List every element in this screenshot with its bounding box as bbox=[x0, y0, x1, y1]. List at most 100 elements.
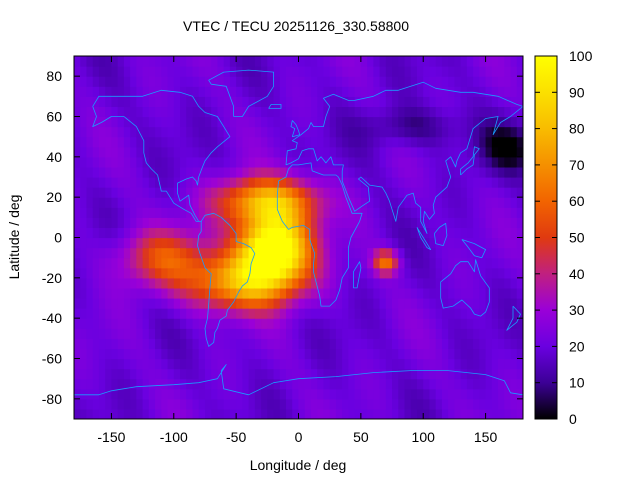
heat-cell bbox=[155, 267, 162, 279]
heat-cell bbox=[236, 398, 243, 410]
heat-cell bbox=[223, 146, 231, 158]
heat-cell bbox=[423, 257, 431, 269]
heat-cell bbox=[441, 257, 449, 269]
heat-cell bbox=[111, 277, 119, 289]
heat-cell bbox=[204, 277, 212, 289]
heat-cell bbox=[155, 247, 162, 259]
heat-cell bbox=[473, 318, 480, 329]
heat-cell bbox=[123, 207, 131, 218]
heat-cell bbox=[392, 388, 399, 400]
heat-cell bbox=[410, 287, 418, 299]
heat-cell bbox=[448, 96, 456, 108]
heat-cell bbox=[379, 298, 387, 309]
heat-cell bbox=[242, 298, 250, 309]
heat-cell bbox=[310, 398, 318, 410]
heat-cell bbox=[242, 267, 250, 279]
heat-cell bbox=[429, 338, 437, 350]
heat-cell bbox=[329, 106, 337, 118]
heat-cell bbox=[261, 207, 268, 218]
heat-cell bbox=[342, 368, 349, 380]
heat-cell bbox=[298, 398, 306, 410]
heat-cell bbox=[92, 126, 100, 138]
heat-cell bbox=[473, 267, 480, 279]
heat-cell bbox=[167, 187, 175, 198]
heat-cell bbox=[429, 318, 437, 329]
heat-cell bbox=[516, 358, 523, 370]
heat-cell bbox=[416, 378, 424, 390]
heat-cell bbox=[74, 197, 81, 208]
heat-cell bbox=[479, 318, 487, 329]
heat-cell bbox=[292, 106, 300, 118]
heat-cell bbox=[211, 408, 219, 419]
heat-cell bbox=[466, 298, 474, 309]
heat-cell bbox=[80, 267, 88, 279]
heat-cell bbox=[286, 247, 293, 259]
heat-cell bbox=[142, 197, 150, 208]
heat-cell bbox=[367, 177, 374, 188]
heat-cell bbox=[173, 96, 181, 108]
heat-cell bbox=[335, 86, 343, 97]
heat-cell bbox=[98, 166, 106, 178]
heat-cell bbox=[267, 398, 275, 410]
heat-cell bbox=[510, 177, 518, 188]
heat-cell bbox=[161, 398, 169, 410]
heat-cell bbox=[105, 166, 113, 178]
heat-cell bbox=[410, 277, 418, 289]
heat-cell bbox=[323, 86, 331, 97]
heat-cell bbox=[130, 277, 137, 289]
heat-cell bbox=[498, 398, 505, 410]
heat-cell bbox=[335, 56, 343, 67]
heat-cell bbox=[373, 227, 381, 239]
heat-cell bbox=[223, 106, 231, 118]
heat-cell bbox=[491, 146, 499, 158]
heat-cell bbox=[454, 318, 462, 329]
heat-cell bbox=[317, 277, 325, 289]
heat-cell bbox=[186, 408, 194, 419]
heat-cell bbox=[279, 388, 287, 400]
heat-cell bbox=[192, 398, 200, 410]
heat-cell bbox=[423, 267, 431, 279]
heat-cell bbox=[130, 247, 137, 259]
heat-cell bbox=[211, 368, 219, 380]
heat-cell bbox=[248, 348, 256, 360]
heat-cell bbox=[161, 378, 169, 390]
heat-cell bbox=[173, 126, 181, 138]
heat-cell bbox=[379, 156, 387, 168]
heat-cell bbox=[354, 408, 362, 419]
heat-cell bbox=[367, 116, 374, 128]
heat-cell bbox=[354, 358, 362, 370]
heat-cell bbox=[198, 378, 206, 390]
heat-cell bbox=[242, 237, 250, 249]
heat-cell bbox=[279, 136, 287, 148]
heat-cell bbox=[155, 56, 162, 67]
heat-cell bbox=[130, 257, 137, 269]
heat-cell bbox=[286, 267, 293, 279]
heat-cell bbox=[466, 358, 474, 370]
colorbar-tick-label: 30 bbox=[569, 302, 585, 318]
heat-cell bbox=[416, 257, 424, 269]
heat-cell bbox=[473, 116, 480, 128]
heat-cell bbox=[186, 146, 194, 158]
heat-cell bbox=[74, 217, 81, 229]
heat-cell bbox=[304, 408, 312, 419]
heat-cell bbox=[373, 378, 381, 390]
heat-cell bbox=[398, 237, 406, 249]
heat-cell bbox=[448, 187, 456, 198]
heat-cell bbox=[335, 197, 343, 208]
heat-cell bbox=[186, 106, 194, 118]
heat-cell bbox=[148, 378, 156, 390]
heat-cell bbox=[92, 308, 100, 319]
heat-cell bbox=[254, 197, 262, 208]
heat-cell bbox=[286, 177, 293, 188]
heat-cell bbox=[454, 106, 462, 118]
heat-cell bbox=[254, 267, 262, 279]
heat-cell bbox=[398, 86, 406, 97]
heat-cell bbox=[123, 156, 131, 168]
heat-cell bbox=[323, 96, 331, 108]
heat-cell bbox=[410, 227, 418, 239]
heat-cell bbox=[261, 76, 268, 87]
heat-cell bbox=[385, 187, 393, 198]
heat-cell bbox=[385, 136, 393, 148]
heat-cell bbox=[473, 86, 480, 97]
heat-cell bbox=[117, 66, 125, 77]
